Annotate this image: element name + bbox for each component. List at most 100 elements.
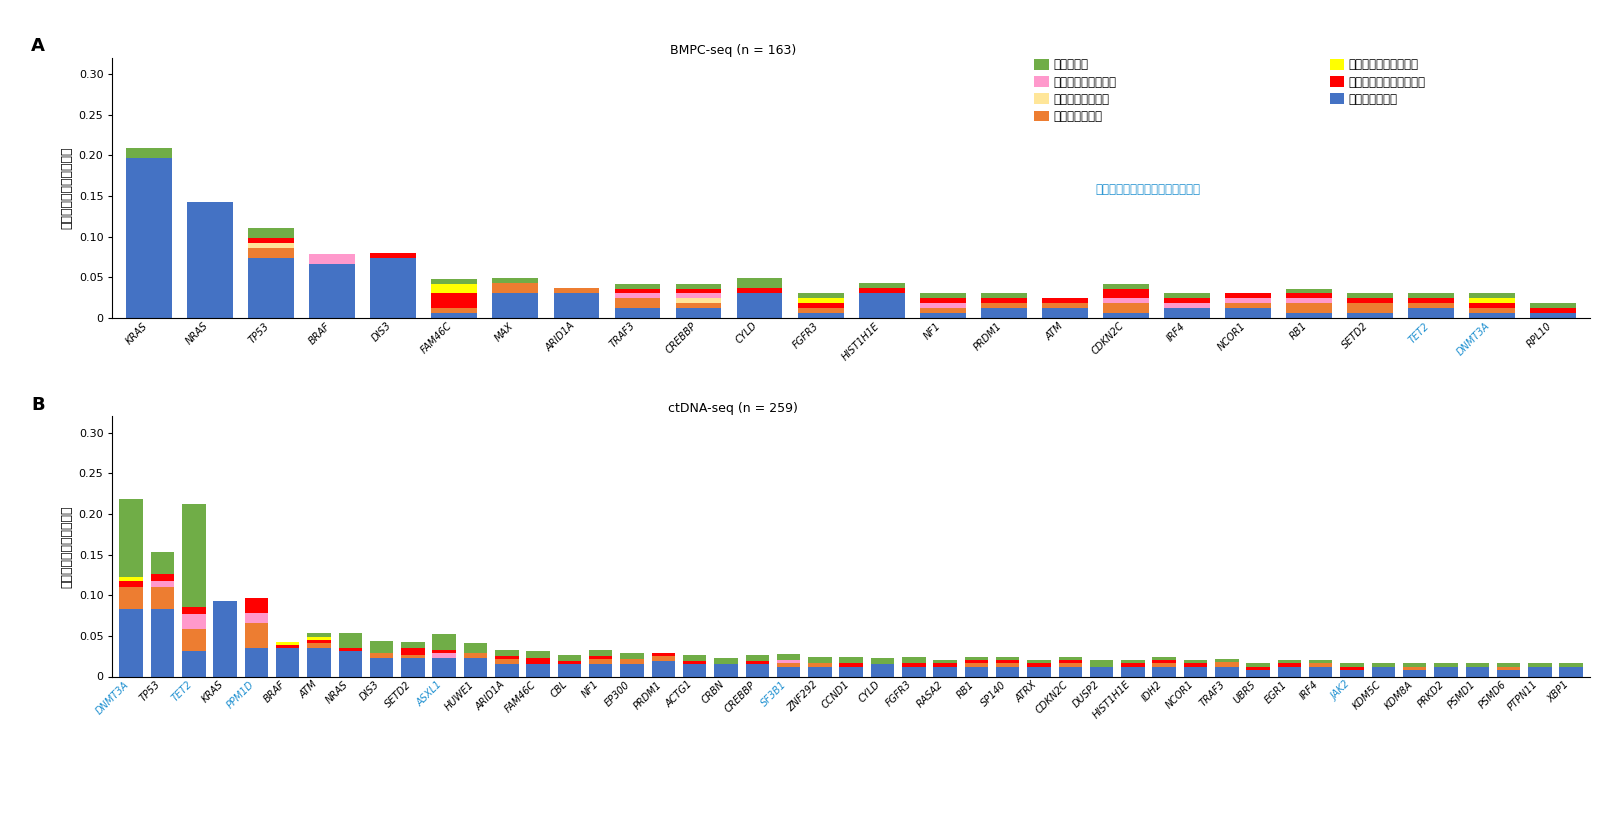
Bar xyxy=(188,201,233,318)
Bar xyxy=(1528,667,1550,676)
Bar xyxy=(981,308,1026,318)
Bar xyxy=(432,284,477,294)
Bar xyxy=(1103,284,1148,289)
Text: A: A xyxy=(30,37,45,55)
Bar xyxy=(249,248,294,257)
Bar xyxy=(310,264,355,318)
Bar xyxy=(1496,667,1520,670)
Bar xyxy=(369,641,393,653)
Bar xyxy=(369,653,393,658)
Bar xyxy=(151,581,173,587)
Bar xyxy=(839,663,862,667)
Bar xyxy=(1090,667,1112,676)
Bar xyxy=(1286,313,1331,318)
Bar xyxy=(737,288,782,293)
Bar xyxy=(933,663,957,667)
Bar xyxy=(1403,667,1425,670)
Bar xyxy=(432,634,456,649)
Bar xyxy=(151,574,173,581)
Bar xyxy=(369,658,393,676)
Bar xyxy=(1433,663,1457,667)
Bar xyxy=(1152,663,1175,667)
Bar xyxy=(1408,299,1453,304)
Bar xyxy=(965,663,987,667)
Y-axis label: 変異を有する症例の割合: 変異を有する症例の割合 xyxy=(59,505,74,587)
Bar xyxy=(652,653,674,656)
Bar xyxy=(676,299,721,304)
Bar xyxy=(1103,299,1148,304)
Bar xyxy=(965,657,987,660)
Bar xyxy=(1530,308,1575,313)
Bar xyxy=(933,660,957,663)
Bar xyxy=(432,653,456,658)
Bar xyxy=(1469,308,1514,313)
Bar xyxy=(1058,663,1082,667)
Bar xyxy=(1152,660,1175,663)
Bar xyxy=(1403,663,1425,667)
Bar xyxy=(127,148,172,158)
Bar xyxy=(557,654,581,661)
Bar xyxy=(615,308,660,318)
Bar xyxy=(1308,660,1332,663)
Bar xyxy=(965,660,987,663)
Bar xyxy=(1278,663,1300,667)
Bar xyxy=(1496,663,1520,667)
Bar xyxy=(151,609,173,676)
Bar xyxy=(554,288,599,293)
Bar xyxy=(307,634,331,637)
Bar xyxy=(920,304,965,308)
Y-axis label: 変異を有する症例の割合: 変異を有する症例の割合 xyxy=(59,147,74,229)
Bar xyxy=(933,667,957,676)
Bar xyxy=(1103,304,1148,313)
Bar xyxy=(902,663,924,667)
Bar xyxy=(119,578,143,581)
Bar xyxy=(745,661,769,664)
Bar xyxy=(798,304,843,308)
Bar xyxy=(676,294,721,299)
Bar xyxy=(1225,308,1270,318)
Bar xyxy=(859,288,904,293)
Bar xyxy=(1120,660,1144,663)
Bar xyxy=(902,657,924,663)
Bar xyxy=(652,661,674,676)
Bar xyxy=(181,629,205,651)
Bar xyxy=(401,648,424,654)
Bar xyxy=(1403,670,1425,676)
Title: BMPC-seq (n = 163): BMPC-seq (n = 163) xyxy=(669,44,796,57)
Bar xyxy=(745,664,769,676)
Bar xyxy=(777,667,799,676)
Bar xyxy=(859,293,904,318)
Bar xyxy=(1278,660,1300,663)
Bar xyxy=(1558,663,1583,667)
Bar xyxy=(494,664,518,676)
Bar xyxy=(1183,667,1207,676)
Bar xyxy=(1308,667,1332,676)
Bar xyxy=(1278,667,1300,676)
Bar xyxy=(902,667,924,676)
Bar xyxy=(682,654,706,661)
Bar xyxy=(119,499,143,578)
Bar xyxy=(307,648,331,676)
Bar xyxy=(371,252,416,257)
Bar xyxy=(777,653,799,660)
Bar xyxy=(127,158,172,318)
Bar xyxy=(1027,660,1050,663)
Bar xyxy=(1245,670,1270,676)
Title: ctDNA-seq (n = 259): ctDNA-seq (n = 259) xyxy=(668,403,798,415)
Bar xyxy=(1465,667,1488,676)
Bar xyxy=(798,313,843,318)
Bar xyxy=(181,651,205,676)
Bar xyxy=(526,658,549,664)
Bar xyxy=(1225,294,1270,299)
Bar xyxy=(1152,657,1175,660)
Bar xyxy=(870,664,894,676)
Bar xyxy=(1120,663,1144,667)
Bar xyxy=(737,278,782,288)
Bar xyxy=(1058,660,1082,663)
Bar xyxy=(244,623,268,648)
Bar xyxy=(920,313,965,318)
Bar xyxy=(1347,304,1392,313)
Bar xyxy=(1183,660,1207,663)
Bar xyxy=(1469,304,1514,308)
Bar xyxy=(1103,289,1148,299)
